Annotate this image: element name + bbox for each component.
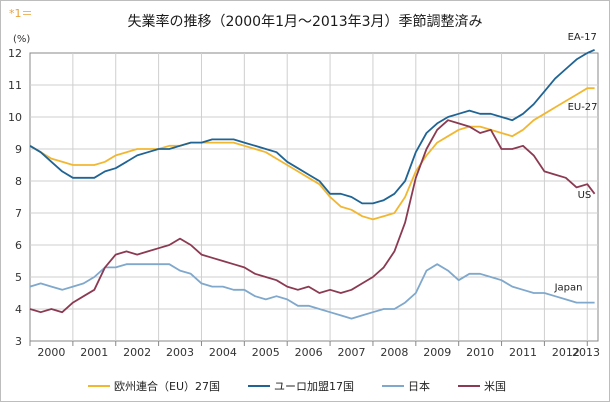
x-tick-label-2001: 2001 bbox=[80, 346, 108, 359]
series-label-eu27: EU-27 bbox=[568, 102, 598, 113]
legend-swatch-ea17 bbox=[248, 385, 270, 387]
legend-swatch-japan bbox=[382, 385, 404, 387]
y-tick-label-3: 3 bbox=[15, 335, 22, 348]
plot-area bbox=[29, 52, 599, 342]
series-label-japan: Japan bbox=[554, 283, 583, 294]
x-tick-label-2011: 2011 bbox=[509, 346, 537, 359]
x-tick-label-2004: 2004 bbox=[209, 346, 237, 359]
legend-label-eu27: 欧州連合（EU）27国 bbox=[114, 380, 220, 393]
y-tick-label-9: 9 bbox=[15, 143, 22, 156]
x-tick-label-2003: 2003 bbox=[166, 346, 194, 359]
x-tick-label-2010: 2010 bbox=[466, 346, 494, 359]
legend-item-japan: 日本 bbox=[382, 378, 430, 394]
legend-swatch-eu27 bbox=[88, 385, 110, 387]
y-axis-unit-label: (%) bbox=[13, 34, 31, 45]
series-label-us: US bbox=[578, 190, 592, 201]
x-tick-label-2009: 2009 bbox=[423, 346, 451, 359]
y-tick-label-10: 10 bbox=[8, 111, 22, 124]
x-tick-label-2012: 2012 bbox=[552, 346, 580, 359]
series-label-ea17: EA-17 bbox=[568, 32, 597, 43]
legend: 欧州連合（EU）27国 ユーロ加盟17国 日本 米国 bbox=[88, 378, 534, 394]
series-line-ea17 bbox=[29, 48, 595, 205]
y-tick-label-7: 7 bbox=[15, 207, 22, 220]
y-tick-label-12: 12 bbox=[8, 47, 22, 60]
legend-label-japan: 日本 bbox=[408, 380, 430, 393]
y-tick-label-8: 8 bbox=[15, 175, 22, 188]
x-tick-label-2013: 2013 bbox=[572, 346, 600, 359]
y-tick-label-4: 4 bbox=[15, 303, 22, 316]
series-line-us bbox=[29, 119, 596, 314]
x-tick-label-2007: 2007 bbox=[338, 346, 366, 359]
legend-label-us: 米国 bbox=[484, 380, 506, 393]
series-line-japan bbox=[29, 263, 595, 320]
footnote-marker: *1＝ bbox=[9, 7, 33, 20]
x-tick-label-2005: 2005 bbox=[252, 346, 280, 359]
y-tick-label-5: 5 bbox=[15, 271, 22, 284]
y-tick-label-6: 6 bbox=[15, 239, 22, 252]
series-line-eu27 bbox=[29, 87, 595, 221]
legend-item-ea17: ユーロ加盟17国 bbox=[248, 378, 354, 394]
x-tick-label-2002: 2002 bbox=[123, 346, 151, 359]
x-tick-label-2000: 2000 bbox=[37, 346, 65, 359]
legend-label-ea17: ユーロ加盟17国 bbox=[274, 380, 354, 393]
x-tick-label-2008: 2008 bbox=[380, 346, 408, 359]
legend-item-eu27: 欧州連合（EU）27国 bbox=[88, 378, 220, 394]
chart-title: 失業率の推移（2000年1月～2013年3月）季節調整済み bbox=[127, 14, 483, 30]
legend-item-us: 米国 bbox=[458, 378, 506, 394]
y-tick-label-11: 11 bbox=[8, 79, 22, 92]
legend-swatch-us bbox=[458, 385, 480, 387]
x-tick-label-2006: 2006 bbox=[295, 346, 323, 359]
